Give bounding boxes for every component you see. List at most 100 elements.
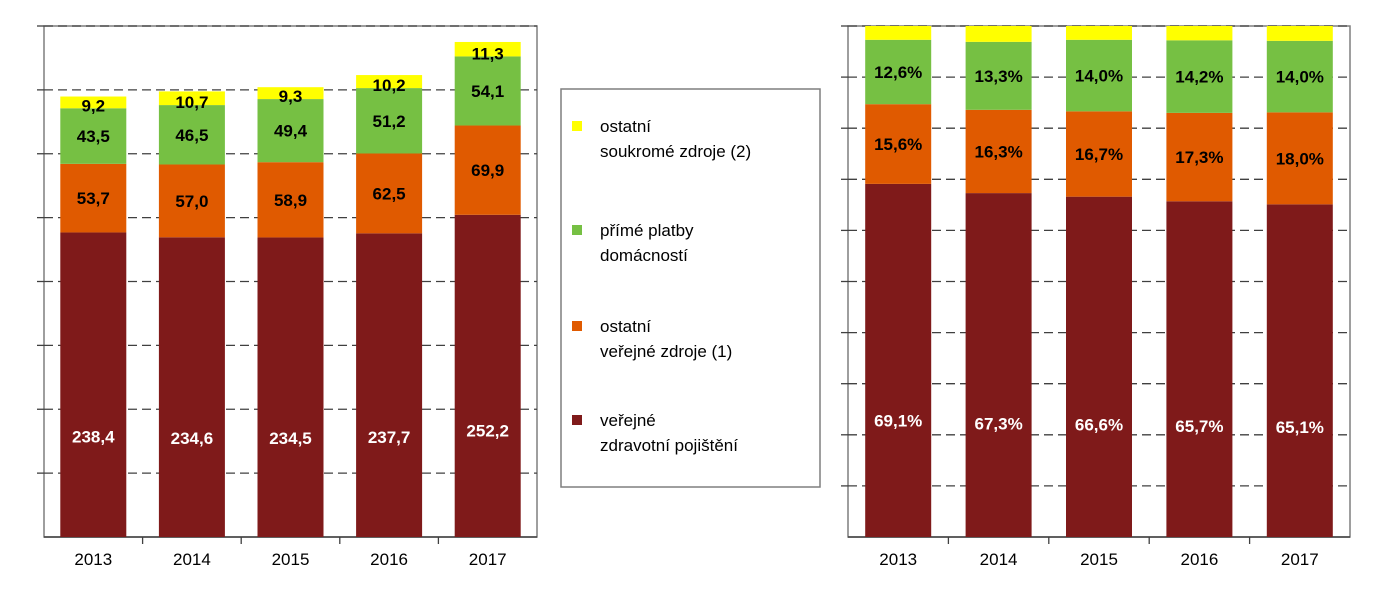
data-label: 16,3% — [974, 142, 1022, 161]
bar-segment — [1166, 40, 1233, 113]
x-tick-label: 2013 — [74, 550, 112, 569]
legend: ostatní soukromé zdroje (2) přímé platby do… — [560, 88, 821, 488]
data-label: 66,6% — [1075, 416, 1123, 435]
legend-label: zdravotní pojištění — [600, 436, 738, 455]
bar-segment — [356, 153, 423, 234]
bar-segment — [454, 41, 521, 57]
data-label: 53,7 — [77, 189, 110, 208]
legend-label: domácností — [600, 246, 688, 265]
bar-segment — [454, 56, 521, 126]
absolute-stacked-bar-chart: 2013 238,4 53,7 43,5 9,2 2014 234,6 57,0 46,5 10,… — [37, 25, 538, 569]
data-label: 12,6% — [874, 63, 922, 82]
bar-segment — [965, 109, 1032, 194]
data-label: 9,3 — [279, 87, 303, 106]
bar-segment — [865, 104, 932, 184]
data-label: 69,9 — [471, 161, 504, 180]
data-label: 51,2 — [373, 112, 406, 131]
data-label: 234,6 — [171, 429, 214, 448]
legend-swatch — [572, 415, 582, 425]
legend-swatch — [572, 225, 582, 235]
legend-label: veřejné zdroje (1) — [600, 342, 732, 361]
bar-segment — [865, 183, 932, 538]
bar-segment — [1166, 112, 1233, 202]
data-label: 57,0 — [175, 192, 208, 211]
data-label: 65,7% — [1175, 417, 1223, 436]
bar-segment — [158, 164, 225, 238]
bar-segment — [1066, 39, 1132, 112]
data-label: 13,3% — [974, 67, 1022, 86]
data-label: 237,7 — [368, 428, 411, 447]
bar-segment — [1266, 40, 1333, 113]
bar-segment — [965, 26, 1032, 42]
bar-segment — [1166, 201, 1233, 537]
data-label: 11,3 — [472, 44, 504, 63]
data-label: 9,2 — [81, 96, 105, 115]
x-tick-label: 2016 — [1180, 550, 1218, 569]
bar-segment — [865, 39, 932, 105]
legend-label: soukromé zdroje (2) — [600, 142, 751, 161]
legend-label: ostatní — [600, 317, 651, 336]
legend-label: přímé platby — [600, 221, 694, 240]
bar-segment — [1166, 26, 1233, 41]
bar-segment — [60, 96, 127, 109]
data-label: 14,0% — [1276, 68, 1324, 87]
bar-segment — [60, 163, 127, 233]
bar-segment — [257, 162, 324, 238]
bar-segment — [1266, 204, 1333, 538]
data-label: 18,0% — [1276, 149, 1324, 168]
bar-segment — [454, 214, 521, 537]
bar-segment — [158, 237, 225, 537]
data-label: 62,5 — [373, 184, 406, 203]
bar-segment — [865, 26, 932, 40]
x-tick-label: 2017 — [1281, 550, 1319, 569]
bar-segment — [356, 88, 423, 154]
percent-stacked-bar-chart: 2013 69,1% 15,6% 12,6% 2014 67,3% 16,3% 13,3% 20… — [841, 25, 1351, 569]
data-label: 16,7% — [1075, 145, 1123, 164]
bar-segment — [1266, 26, 1333, 41]
bar-segment — [257, 99, 324, 163]
legend-label: veřejné — [600, 411, 656, 430]
bar-segment — [356, 233, 423, 537]
x-tick-label: 2016 — [370, 550, 408, 569]
legend-label: ostatní — [600, 117, 651, 136]
data-label: 238,4 — [72, 427, 115, 446]
data-label: 67,3% — [974, 415, 1022, 434]
bar-segment — [965, 193, 1032, 538]
bar-segment — [965, 41, 1032, 110]
x-tick-label: 2015 — [272, 550, 310, 569]
data-label: 10,7 — [175, 93, 208, 112]
data-label: 10,2 — [373, 76, 406, 95]
x-tick-label: 2015 — [1080, 550, 1118, 569]
x-tick-label: 2014 — [980, 550, 1018, 569]
data-label: 17,3% — [1175, 148, 1223, 167]
data-label: 65,1% — [1276, 418, 1324, 437]
legend-swatch — [572, 321, 582, 331]
bar-segment — [257, 87, 324, 100]
data-label: 234,5 — [269, 429, 312, 448]
bar-segment — [257, 237, 324, 537]
bar-segment — [1066, 196, 1132, 537]
data-label: 58,9 — [274, 191, 307, 210]
x-tick-label: 2014 — [173, 550, 211, 569]
bar-segment — [60, 108, 127, 164]
bar-segment — [356, 75, 423, 89]
data-label: 14,0% — [1075, 67, 1123, 86]
legend-swatch — [572, 121, 582, 131]
bar-segment — [60, 232, 127, 537]
bar-segment — [158, 105, 225, 165]
bar-segment — [1066, 111, 1132, 197]
bar-segment — [454, 125, 521, 215]
data-label: 43,5 — [77, 127, 110, 146]
bar-segment — [158, 91, 225, 106]
data-label: 46,5 — [175, 126, 208, 145]
x-tick-label: 2017 — [469, 550, 507, 569]
data-label: 15,6% — [874, 135, 922, 154]
data-label: 54,1 — [471, 82, 504, 101]
data-label: 49,4 — [274, 122, 308, 141]
bar-segment — [1266, 112, 1333, 205]
data-label: 69,1% — [874, 411, 922, 430]
data-label: 252,2 — [466, 422, 509, 441]
data-label: 14,2% — [1175, 68, 1223, 87]
bar-segment — [1066, 26, 1132, 40]
